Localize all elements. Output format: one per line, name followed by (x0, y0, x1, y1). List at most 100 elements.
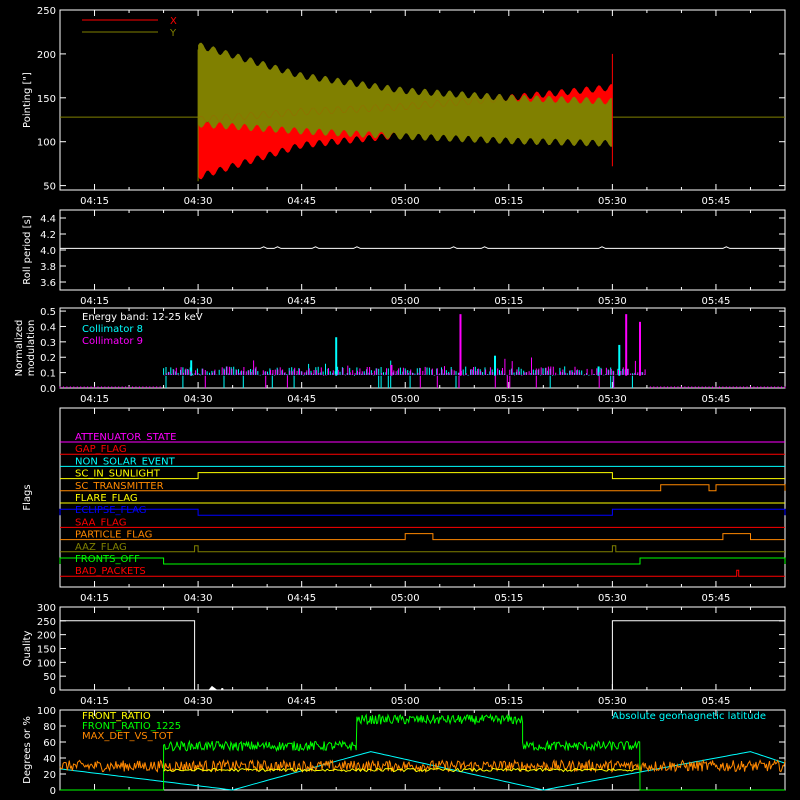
y-tick-label: 50 (43, 182, 56, 193)
x-tick-label: 05:00 (391, 593, 420, 604)
y-tick-label: 3.8 (40, 262, 56, 273)
y-tick-label: 40 (43, 754, 56, 765)
x-tick-label: 04:45 (287, 296, 316, 307)
legend-label-y: Y (169, 28, 177, 39)
y-tick-label: 0.5 (40, 307, 56, 318)
series-y-overlap (198, 94, 613, 147)
y-axis-label-line1: Normalized (14, 320, 25, 377)
max-det-vs-tot-line (59, 758, 786, 774)
x-tick-label: 05:45 (702, 394, 731, 405)
y-tick-label: 0.2 (40, 353, 56, 364)
y-tick-label: 60 (43, 738, 56, 749)
modulation-spike (639, 321, 641, 376)
y-axis-label-line2: modulation (26, 320, 37, 377)
modulation-spike (190, 360, 193, 376)
y-tick-label: 50 (43, 672, 56, 683)
x-tick-label: 05:15 (494, 593, 523, 604)
quality-dot (221, 687, 224, 691)
flag-label-aaz-flag: AAZ_FLAG (75, 542, 127, 553)
y-axis-label: Degrees or % (22, 716, 33, 784)
modulation-spike (625, 314, 628, 376)
y-tick-label: 100 (37, 138, 56, 149)
panel-frame (59, 606, 786, 691)
x-tick-label: 05:45 (702, 296, 731, 307)
legend-label-x: X (170, 16, 177, 27)
flag-line-bad-packets (60, 569, 785, 577)
flag-line-particle-flag (60, 533, 785, 541)
flag-label-saa-flag: SAA_FLAG (75, 517, 126, 528)
x-tick-label: 05:00 (391, 394, 420, 405)
energy-band-label: Energy band: 12-25 keV (82, 312, 203, 323)
panel-frame (59, 209, 786, 291)
y-tick-label: 0.1 (40, 369, 56, 380)
flag-label-non-solar-event: NON_SOLAR_EVENT (75, 456, 176, 467)
x-tick-label: 04:30 (184, 696, 213, 707)
flag-label-flare-flag: FLARE_FLAG (75, 493, 138, 504)
x-tick-label: 04:15 (80, 593, 109, 604)
y-axis-label: Flags (22, 484, 33, 510)
front-ratio-line (163, 767, 638, 773)
x-tick-label: 05:30 (598, 296, 627, 307)
y-tick-label: 80 (43, 722, 56, 733)
y-tick-label: 200 (37, 631, 56, 642)
flag-label-bad-packets: BAD_PACKETS (75, 566, 146, 577)
x-tick-label: 04:15 (80, 296, 109, 307)
x-tick-label: 04:30 (184, 593, 213, 604)
flag-label-sc-transmitter: SC_TRANSMITTER (75, 481, 164, 492)
panel-frame (59, 9, 786, 191)
legend-max-det-vs-tot: MAX_DET_VS_TOT (82, 731, 174, 742)
x-tick-label: 04:15 (80, 696, 109, 707)
x-tick-label: 05:15 (494, 296, 523, 307)
panel-3: 04:15 04:30 04:45 05:00 05:15 05:30 05:45 Norma… (14, 307, 786, 405)
panel-frame (59, 407, 786, 588)
x-tick-label: 05:45 (702, 593, 731, 604)
geomagnetic-latitude-label: Absolute geomagnetic latitude (612, 711, 766, 722)
y-tick-label: 0 (50, 686, 56, 697)
legend-front-ratio-1225: FRONT_RATIO_1225 (82, 721, 181, 732)
x-tick-label: 04:45 (287, 593, 316, 604)
flag-line-sc-in-sunlight (60, 472, 785, 480)
modulation-spike (335, 337, 338, 376)
x-tick-label: 04:45 (287, 696, 316, 707)
y-tick-label: 250 (37, 617, 56, 628)
panel-1: 04:15 04:30 04:45 05:00 05:15 05:30 05:45 Point… (22, 6, 786, 207)
panel-2: 04:15 04:30 04:45 05:00 05:15 05:30 05:45 Roll … (22, 209, 786, 307)
x-tick-label: 05:30 (598, 196, 627, 207)
flag-line-eclipse-flag (59, 508, 786, 516)
flag-line-sc-transmitter (60, 484, 786, 492)
quality-line (60, 620, 785, 691)
quality-blip (208, 685, 218, 690)
x-tick-label: 05:15 (494, 196, 523, 207)
flag-line-aaz-flag (60, 545, 785, 553)
flag-label-particle-flag: PARTICLE_FLAG (75, 530, 152, 541)
y-tick-label: 0.4 (40, 322, 56, 333)
x-tick-label: 04:45 (287, 196, 316, 207)
y-axis-label: Quality (22, 631, 33, 667)
y-tick-label: 0.3 (40, 338, 56, 349)
y-tick-label: 0.0 (40, 384, 56, 395)
y-tick-label: 4.0 (40, 246, 56, 257)
flag-label-eclipse-flag: ECLIPSE_FLAG (75, 505, 146, 516)
panel-frame (59, 709, 786, 791)
y-tick-label: 250 (37, 6, 56, 17)
modulation-spike (618, 344, 621, 376)
x-tick-label: 04:15 (80, 196, 109, 207)
modulation-spike (494, 355, 496, 376)
x-tick-label: 05:15 (494, 696, 523, 707)
flag-label-sc-in-sunlight: SC_IN_SUNLIGHT (75, 469, 161, 480)
panel-5: 04:15 04:30 04:45 05:00 05:15 05:30 05:45 Quali… (22, 603, 786, 707)
x-tick-label: 05:15 (494, 394, 523, 405)
y-axis-label: Pointing ["] (22, 72, 33, 128)
x-tick-label: 04:30 (184, 394, 213, 405)
x-tick-label: 05:30 (598, 696, 627, 707)
modulation-spike (597, 366, 600, 376)
panel-frame (59, 307, 786, 389)
x-tick-label: 05:00 (391, 296, 420, 307)
y-tick-label: 150 (37, 645, 56, 656)
x-tick-label: 05:30 (598, 394, 627, 405)
flag-label-fronts-off: FRONTS_OFF (75, 554, 140, 565)
x-tick-label: 05:00 (391, 696, 420, 707)
modulation-spike (459, 314, 462, 376)
y-tick-label: 0 (50, 786, 56, 797)
